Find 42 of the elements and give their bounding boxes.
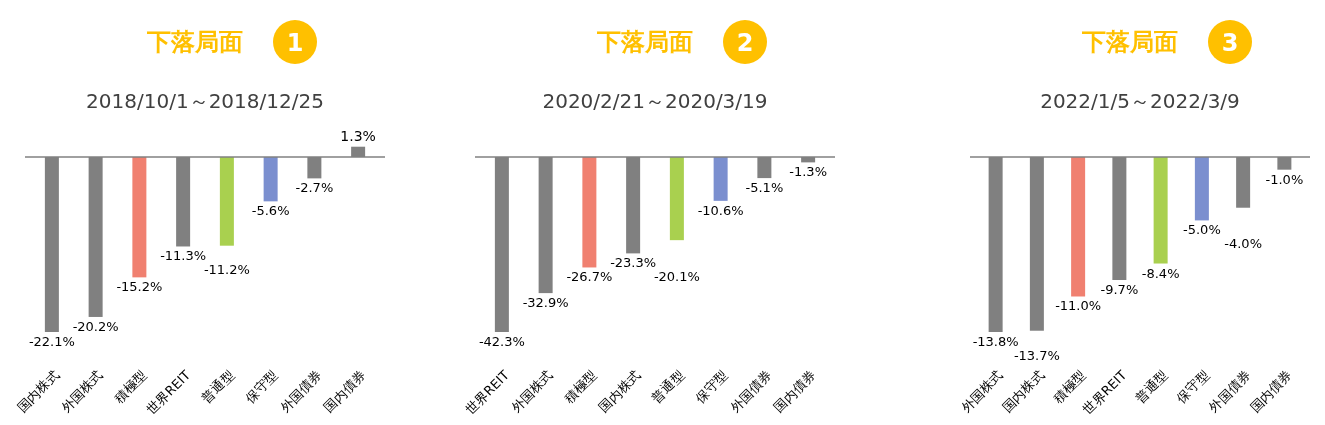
data-label: -13.7% [1013, 348, 1060, 363]
chart-subtitle: 2018/10/1～2018/12/25 [86, 89, 324, 113]
x-tick-label: 普通型 [1132, 367, 1171, 406]
chart-title: 下落局面 [146, 28, 243, 56]
data-label: -5.1% [745, 180, 784, 196]
x-tick-label: 国内債券 [320, 367, 369, 415]
data-label: -1.3% [789, 164, 827, 180]
x-tick-label: 国内株式 [14, 367, 62, 415]
text: 2 [736, 29, 754, 57]
chart-subtitle: 2022/1/5～2022/3/9 [1040, 89, 1240, 113]
data-label: -20.1% [653, 269, 700, 285]
data-label: -10.6% [697, 202, 744, 218]
data-label: -5.6% [251, 203, 290, 219]
data-label: -2.7% [295, 180, 334, 196]
data-label: -20.2% [72, 318, 119, 334]
data-label: -15.2% [116, 279, 163, 295]
data-label: -11.0% [1055, 298, 1102, 314]
data-label: -8.4% [1141, 265, 1180, 281]
chart-subtitle: 2020/2/21～2020/3/19 [542, 89, 768, 113]
x-tick-label: 保守型 [242, 367, 281, 406]
data-label: -11.2% [203, 262, 250, 278]
data-label: -5.0% [1183, 222, 1221, 238]
data-label: -11.3% [160, 248, 207, 264]
x-tick-label: 保守型 [692, 367, 731, 406]
x-tick-label: 外国株式 [508, 367, 556, 415]
data-label: 1.3% [340, 127, 376, 144]
data-label: -4.0% [1224, 236, 1262, 252]
x-tick-label: 普通型 [648, 367, 687, 406]
data-label: -9.7% [1100, 282, 1139, 298]
x-tick-label: 普通型 [198, 367, 237, 406]
data-label: -22.1% [28, 334, 75, 349]
data-label: -13.8% [972, 334, 1019, 349]
chart-title: 下落局面 [1081, 28, 1178, 56]
data-label: -23.3% [610, 255, 657, 271]
x-tick-label: 国内債券 [770, 367, 819, 415]
data-label: -1.0% [1265, 171, 1304, 187]
data-label: -26.7% [566, 269, 613, 285]
text: 1 [286, 29, 304, 57]
data-label: -32.9% [522, 295, 569, 311]
chart-title: 下落局面 [596, 28, 693, 56]
text: 3 [1221, 29, 1239, 57]
data-label: -42.3% [478, 334, 525, 349]
